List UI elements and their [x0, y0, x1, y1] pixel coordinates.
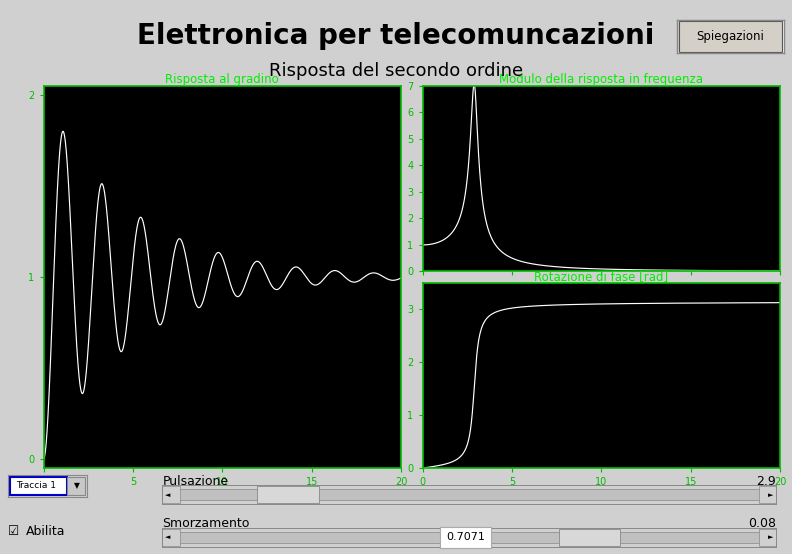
FancyBboxPatch shape: [10, 477, 67, 495]
FancyBboxPatch shape: [680, 21, 782, 52]
FancyBboxPatch shape: [173, 532, 765, 543]
FancyBboxPatch shape: [67, 477, 85, 495]
X-axis label: Pulsazione [rad/s]: Pulsazione [rad/s]: [551, 490, 651, 500]
Text: Elettronica per telecomuncazioni: Elettronica per telecomuncazioni: [137, 22, 655, 50]
Text: 0.7071: 0.7071: [446, 532, 485, 542]
FancyBboxPatch shape: [162, 529, 180, 546]
FancyBboxPatch shape: [558, 529, 620, 546]
Title: Modulo della risposta in frequenza: Modulo della risposta in frequenza: [499, 73, 703, 86]
X-axis label: Tempo [s]: Tempo [s]: [195, 490, 249, 500]
Text: Abilita: Abilita: [26, 525, 66, 538]
FancyBboxPatch shape: [173, 489, 765, 500]
Text: Pulsazione: Pulsazione: [162, 475, 228, 489]
Text: 2.9: 2.9: [756, 475, 776, 489]
Title: Risposta al gradino: Risposta al gradino: [166, 73, 280, 86]
Text: ◄: ◄: [166, 492, 170, 497]
Title: Rotazione di fase [rad]: Rotazione di fase [rad]: [535, 270, 668, 283]
Text: ▼: ▼: [74, 481, 79, 490]
Text: Risposta del secondo ordine: Risposta del secondo ordine: [269, 62, 523, 80]
Text: ►: ►: [768, 492, 773, 497]
FancyBboxPatch shape: [759, 529, 776, 546]
Text: ►: ►: [768, 535, 773, 540]
Text: ◄: ◄: [166, 535, 170, 540]
Text: ☑: ☑: [8, 525, 19, 538]
FancyBboxPatch shape: [677, 20, 784, 53]
FancyBboxPatch shape: [162, 486, 180, 503]
Text: Spiegazioni: Spiegazioni: [697, 30, 764, 43]
Text: Traccia 1: Traccia 1: [16, 481, 55, 490]
Text: Smorzamento: Smorzamento: [162, 517, 249, 530]
FancyBboxPatch shape: [759, 486, 776, 503]
Text: 0.08: 0.08: [748, 517, 776, 530]
FancyBboxPatch shape: [257, 486, 319, 503]
